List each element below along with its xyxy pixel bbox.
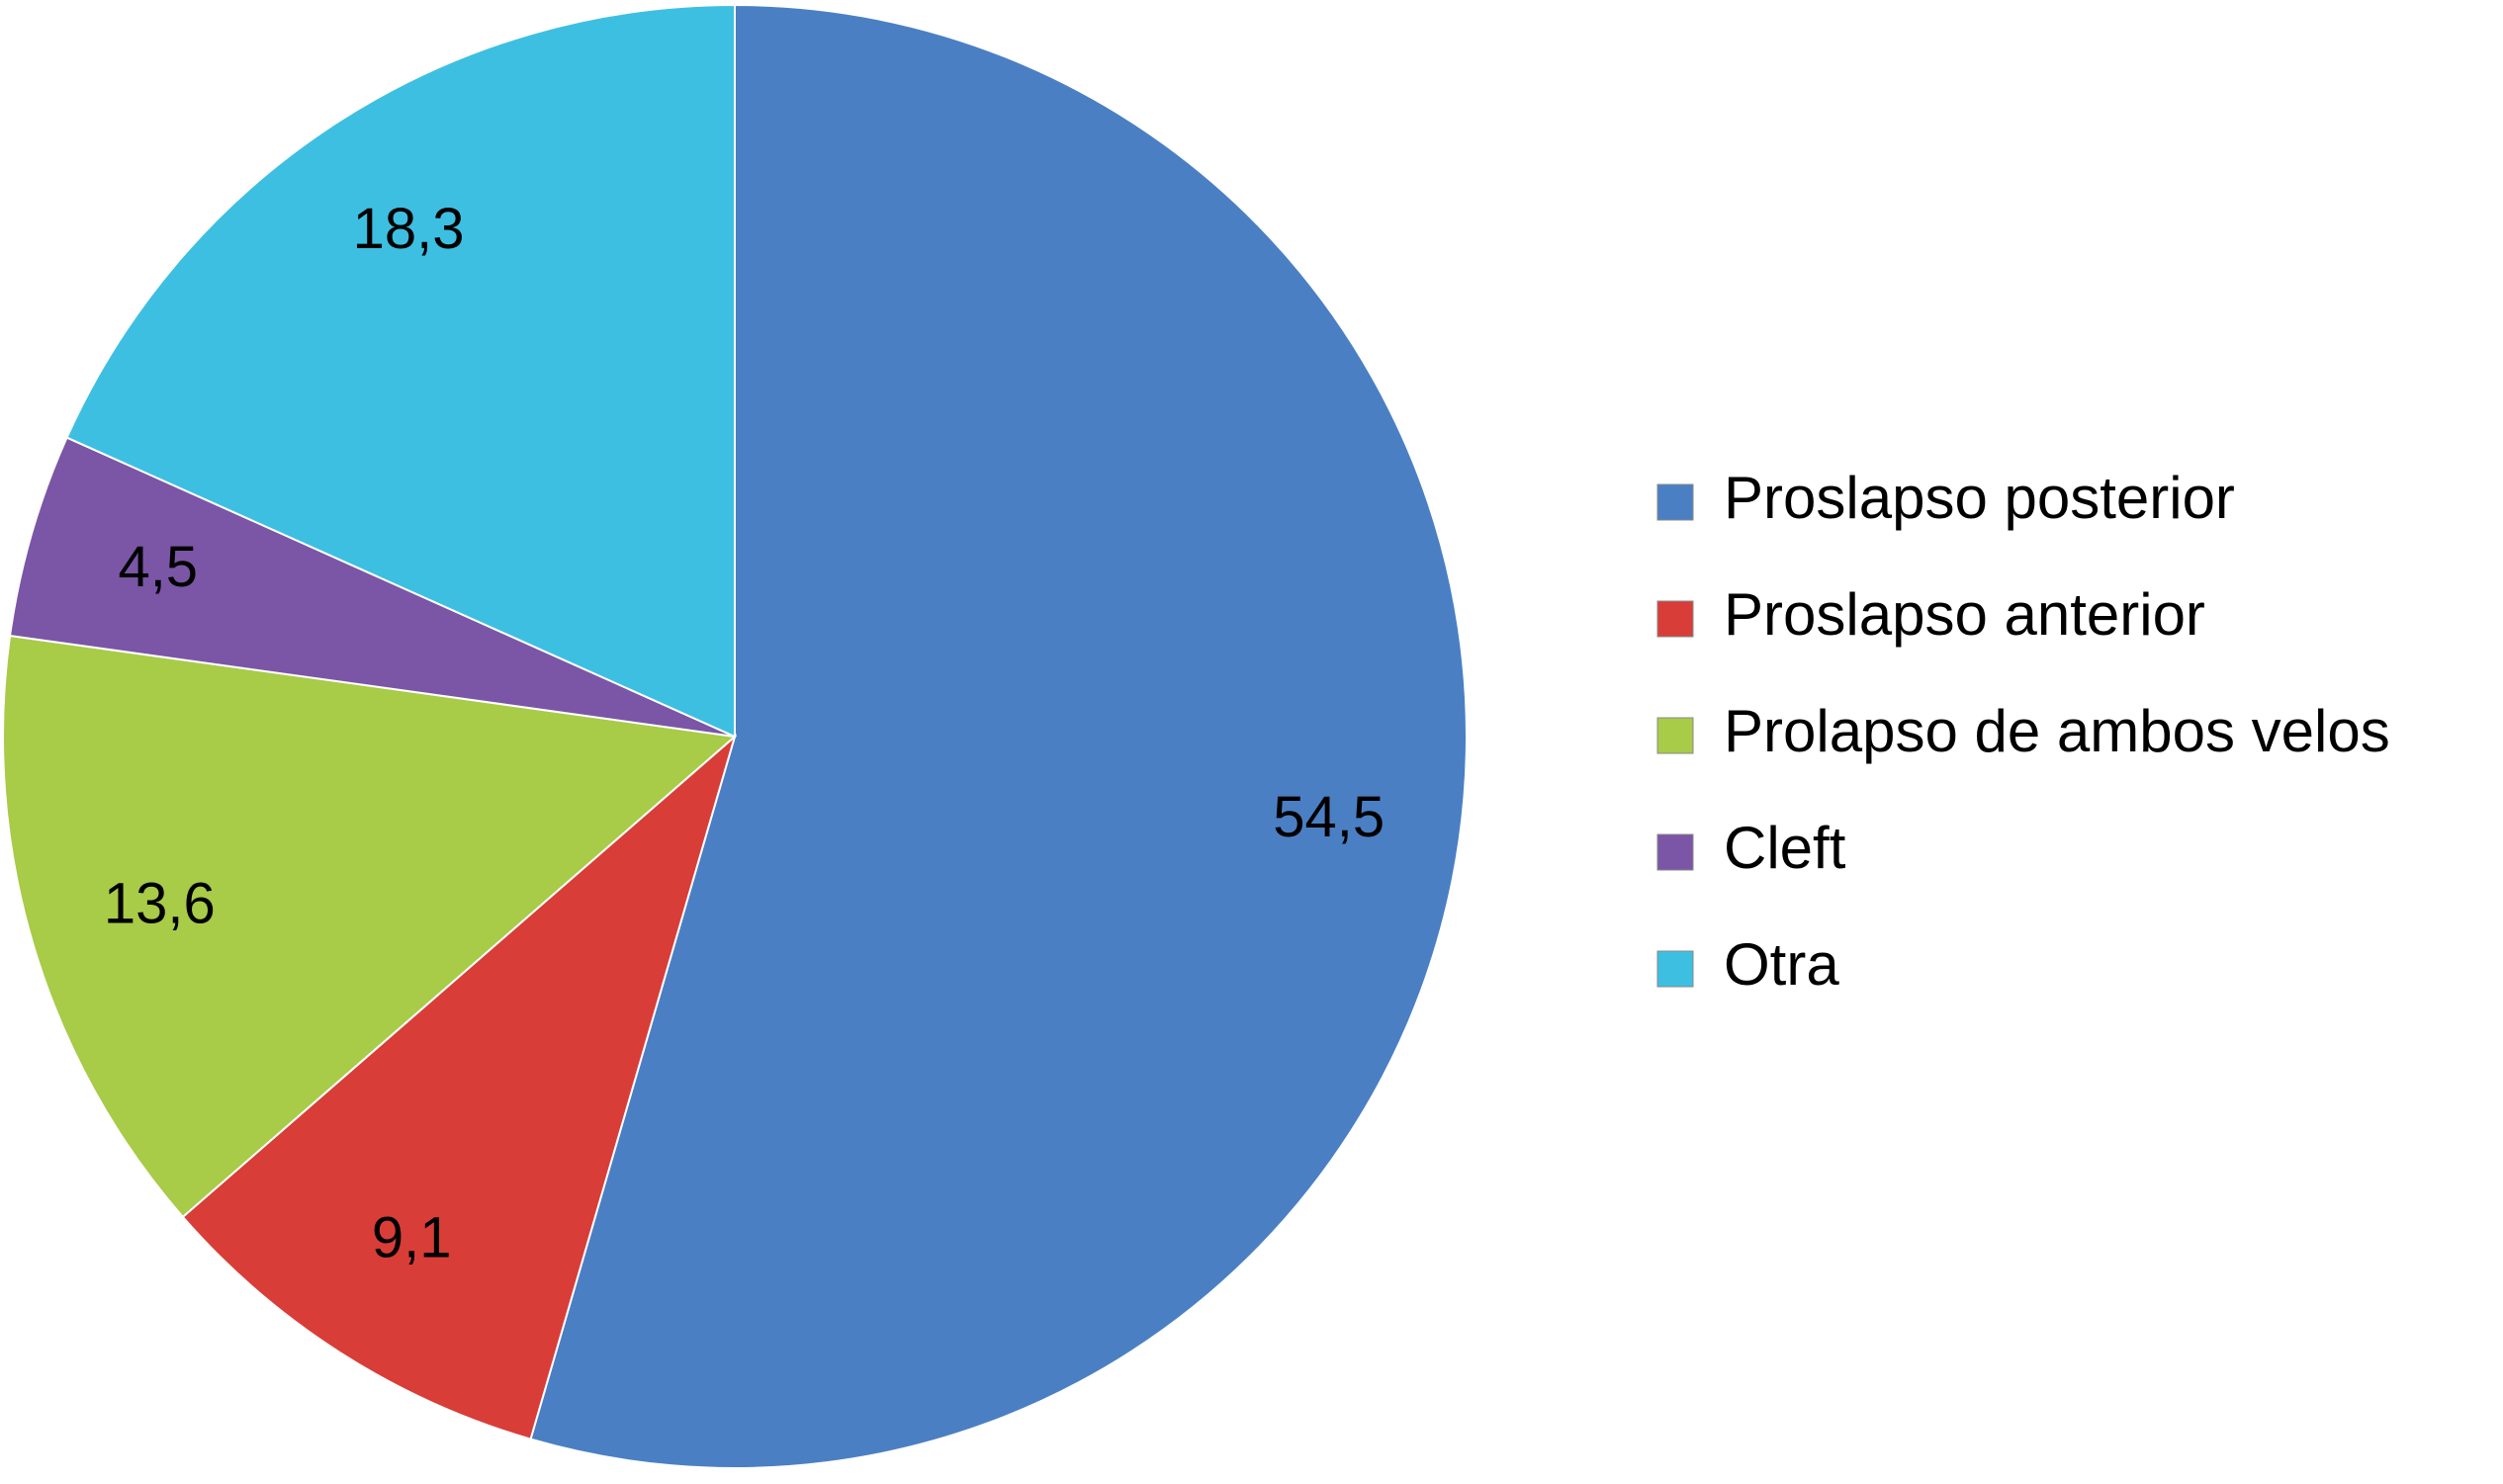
pie-slice: [181, 734, 737, 1440]
legend-label: Otra: [1724, 931, 1839, 998]
data-label: 54,5: [1273, 785, 1385, 849]
legend-label: Proslapso anterior: [1724, 581, 2205, 648]
legend-swatch: [1656, 833, 1694, 871]
legend-swatch: [1656, 483, 1694, 521]
data-label: 18,3: [353, 197, 465, 261]
legend-label: Cleft: [1724, 815, 1846, 881]
data-label: 4,5: [118, 535, 198, 599]
pie-slice: [2, 634, 738, 1219]
pie-slice: [529, 3, 1468, 1469]
legend-swatch: [1656, 600, 1694, 638]
data-label: 9,1: [372, 1206, 452, 1270]
data-label: 13,6: [104, 871, 216, 935]
legend-swatch: [1656, 717, 1694, 754]
legend-label: Proslapso posterior: [1724, 465, 2235, 531]
legend-label: Prolapso de ambos velos: [1724, 698, 2390, 764]
pie-slice: [8, 436, 736, 738]
legend-swatch: [1656, 950, 1694, 988]
pie-slice: [65, 3, 736, 739]
